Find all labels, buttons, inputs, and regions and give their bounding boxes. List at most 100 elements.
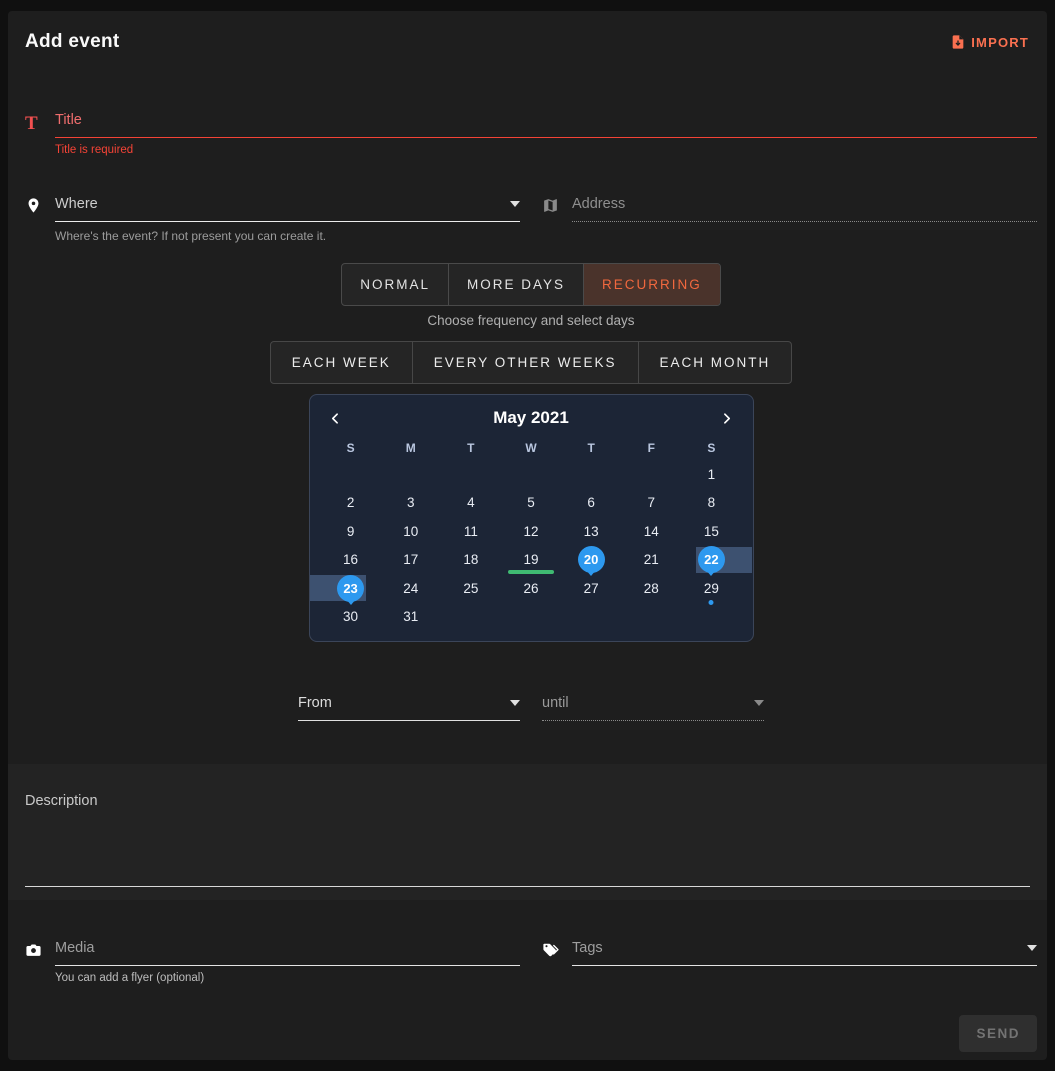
frequency-option-every-other-weeks[interactable]: EVERY OTHER WEEKS [413,342,639,383]
previous-month-button[interactable] [321,411,351,426]
chevron-right-icon [720,411,733,426]
day-number: 28 [643,580,659,596]
calendar-day-3[interactable]: 3 [381,489,441,518]
address-input[interactable]: Address [572,196,1037,222]
where-select[interactable]: Where [55,196,520,222]
camera-icon [25,940,55,984]
calendar-day-21[interactable]: 21 [621,546,681,575]
calendar-day-13[interactable]: 13 [561,517,621,546]
description-textarea[interactable] [25,809,1030,886]
day-number: 25 [463,580,479,596]
calendar-day-2[interactable]: 2 [321,489,381,518]
calendar-day-22[interactable]: 22 [681,546,753,575]
calendar-day-30[interactable]: 30 [321,603,381,632]
calendar-day-8[interactable]: 8 [681,489,741,518]
calendar-day-5[interactable]: 5 [501,489,561,518]
from-field: From [298,695,520,721]
calendar-day-11[interactable]: 11 [441,517,501,546]
calendar-day-20[interactable]: 20 [561,546,621,575]
media-tags-row: Media You can add a flyer (optional) Tag… [25,940,1037,984]
description-label: Description [25,793,98,809]
calendar-week-row: 16 17 18 19 20 21 22 [321,546,753,575]
calendar-day-28[interactable]: 28 [621,574,681,603]
day-number: 1 [707,466,716,482]
calendar-day-18[interactable]: 18 [441,546,501,575]
weekday-label: W [525,441,537,455]
next-month-button[interactable] [712,411,742,426]
weekday-label: F [647,441,655,455]
day-number: 18 [463,552,479,568]
calendar-day-25[interactable]: 25 [441,574,501,603]
calendar-day-29[interactable]: 29 [681,574,741,605]
calendar-week-row: 2 3 4 5 6 7 8 [321,489,742,518]
calendar-day-empty [441,460,501,489]
day-number: 31 [403,609,419,625]
day-number: 15 [703,523,719,539]
chevron-down-icon [754,700,764,706]
media-field: Media You can add a flyer (optional) [25,940,520,984]
frequency-option-each-month[interactable]: EACH MONTH [659,355,771,370]
calendar-day-17[interactable]: 17 [381,546,441,575]
where-placeholder: Where [55,196,98,212]
calendar-day-7[interactable]: 7 [621,489,681,518]
calendar-day-9[interactable]: 9 [321,517,381,546]
calendar-day-empty [441,603,501,632]
calendar-week-row: 1 [321,460,742,489]
chevron-down-icon [510,700,520,706]
weekday-label: M [405,441,416,455]
calendar-day-empty [621,460,681,489]
chevron-down-icon [1027,945,1037,951]
tab-recurring[interactable]: RECURRING [584,264,720,305]
day-number: 3 [406,495,415,511]
calendar-header: May 2021 [321,403,742,433]
calendar-day-14[interactable]: 14 [621,517,681,546]
calendar-day-24[interactable]: 24 [381,574,441,603]
until-select[interactable]: until [542,695,764,721]
selected-day-balloon: 23 [337,574,365,602]
day-number: 2 [346,495,355,511]
calendar-day-31[interactable]: 31 [381,603,441,632]
frequency-options: EACH WEEK EVERY OTHER WEEKS EACH MONTH [269,341,793,384]
day-number: 11 [463,523,478,539]
calendar-day-empty [621,603,681,632]
calendar-day-16[interactable]: 16 [321,546,381,575]
frequency-caption: Choose frequency and select days [427,313,635,328]
title-input[interactable]: Title [55,112,1037,138]
calendar-day-empty [381,460,441,489]
tab-normal[interactable]: NORMAL [342,264,449,305]
media-input[interactable]: Media [55,940,520,966]
calendar-day-12[interactable]: 12 [501,517,561,546]
import-button-label: IMPORT [971,34,1029,50]
day-number: 30 [343,609,359,625]
tab-more-days[interactable]: MORE DAYS [449,264,584,305]
import-button[interactable]: IMPORT [950,34,1029,50]
day-number: 7 [647,495,656,511]
calendar-day-6[interactable]: 6 [561,489,621,518]
calendar-month-label: May 2021 [493,408,569,427]
calendar-day-1[interactable]: 1 [681,460,741,489]
location-pin-icon [25,196,55,243]
calendar-day-27[interactable]: 27 [561,574,621,603]
until-field: until [542,695,764,721]
tags-select[interactable]: Tags [572,940,1037,966]
file-import-icon [950,34,966,50]
calendar-day-10[interactable]: 10 [381,517,441,546]
calendar-day-23[interactable]: 23 [309,574,381,603]
calendar-day-19[interactable]: 19 [501,546,561,574]
map-icon [542,196,572,243]
frequency-option-each-week[interactable]: EACH WEEK [271,342,413,383]
footer-actions: SEND [25,1015,1037,1052]
selected-day-balloon: 20 [577,546,605,574]
day-number: 16 [343,552,359,568]
weekday-label: T [587,441,595,455]
send-button[interactable]: SEND [959,1015,1037,1052]
calendar-day-15[interactable]: 15 [681,517,741,546]
location-row: Where Where's the event? If not present … [25,196,1037,243]
tags-icon [542,940,572,984]
calendar-day-26[interactable]: 26 [501,574,561,603]
from-select[interactable]: From [298,695,520,721]
frequency-day-marker [507,570,554,574]
day-number: 8 [707,495,716,511]
calendar-day-4[interactable]: 4 [441,489,501,518]
